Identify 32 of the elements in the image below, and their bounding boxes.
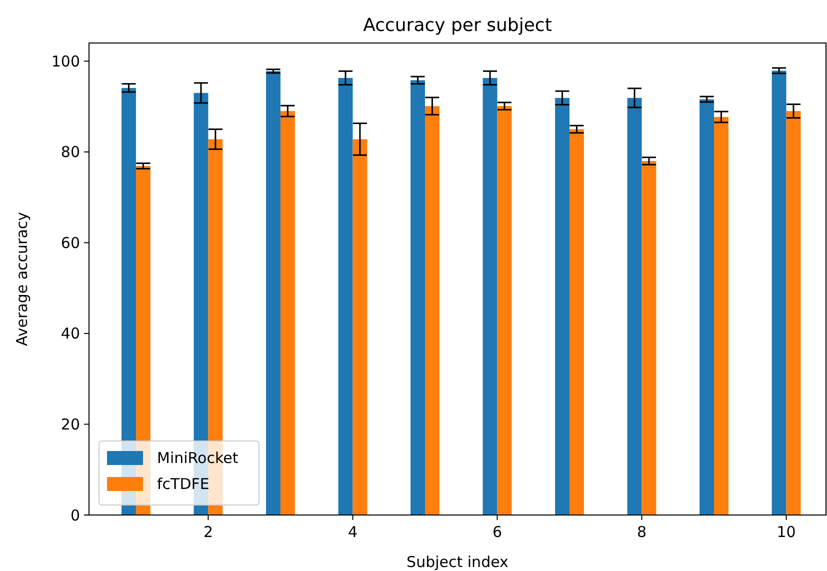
bar (714, 116, 728, 515)
bar (424, 106, 440, 515)
x-tick-label: 6 (492, 523, 502, 541)
x-axis-title: Subject index (406, 553, 509, 571)
bar (700, 99, 714, 515)
bar (772, 70, 786, 515)
legend-label: MiniRocket (157, 449, 238, 467)
x-tick-label: 2 (203, 523, 213, 541)
y-tick-label: 0 (70, 506, 80, 524)
y-tick-label: 60 (60, 234, 80, 252)
y-tick-label: 100 (51, 52, 80, 70)
bar (786, 111, 801, 515)
bar (482, 78, 498, 515)
bar (410, 80, 425, 515)
x-tick-label: 8 (636, 523, 647, 541)
y-tick-label: 20 (60, 415, 80, 434)
x-tick-label: 10 (776, 523, 796, 541)
y-tick-label: 80 (60, 143, 80, 162)
bar (497, 106, 512, 515)
bar (627, 98, 642, 515)
bar (569, 129, 584, 515)
y-tick-label: 40 (60, 324, 80, 343)
bar (338, 78, 353, 515)
bar (352, 139, 368, 515)
legend-label: fcTDFE (157, 475, 210, 493)
y-axis-title: Average accuracy (13, 212, 31, 346)
x-tick-label: 4 (348, 523, 358, 541)
bar (266, 71, 280, 515)
chart-title: Accuracy per subject (363, 15, 552, 36)
bar (280, 111, 295, 515)
bar (642, 161, 656, 515)
bar (555, 98, 570, 515)
